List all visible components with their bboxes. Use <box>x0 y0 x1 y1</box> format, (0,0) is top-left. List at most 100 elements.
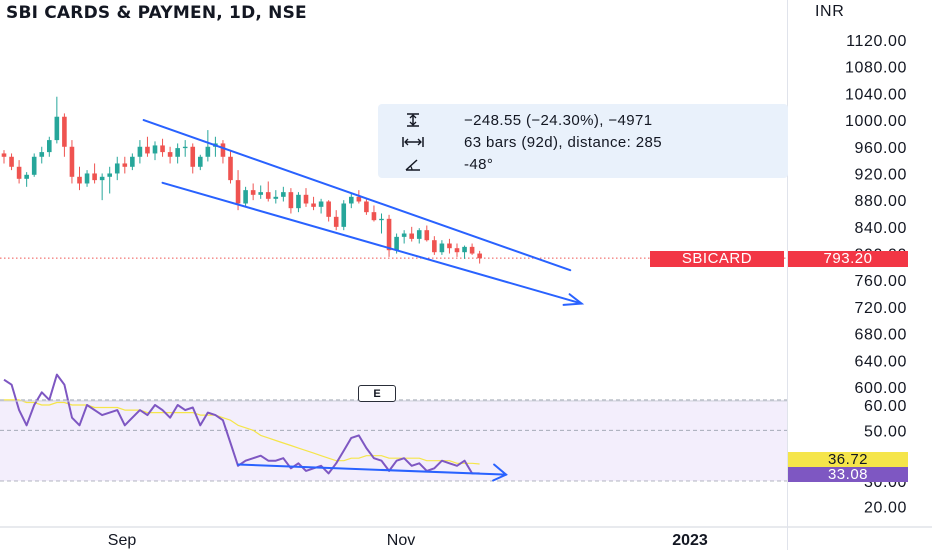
time-tick-label: Nov <box>387 532 415 549</box>
chart-title: SBI CARDS & PAYMEN, 1D, NSE <box>6 3 307 23</box>
candle-body <box>288 192 294 209</box>
tooltip-price-change: −248.55 (−24.30%), −4971 <box>464 111 653 129</box>
price-tick-label: 960.00 <box>854 140 907 157</box>
candle-body <box>198 156 203 167</box>
candle-body <box>454 248 460 253</box>
candle-body <box>39 152 45 157</box>
candle-body <box>228 156 233 181</box>
rsi-pane[interactable] <box>0 373 787 482</box>
candle <box>303 188 309 207</box>
candle <box>424 225 430 242</box>
candle-body <box>24 174 29 179</box>
candle-body <box>250 190 256 195</box>
price-tick-label: 600.00 <box>854 380 907 397</box>
candle <box>281 186 286 202</box>
candle <box>1 150 7 164</box>
rsi-line <box>3 373 480 475</box>
candle <box>152 141 158 161</box>
candle <box>198 154 203 171</box>
last-price-badge: 793.20 <box>788 251 908 267</box>
candle-body <box>31 156 37 175</box>
candle <box>54 96 60 144</box>
candle <box>326 200 331 222</box>
candle-body <box>379 218 384 221</box>
candle <box>130 153 135 171</box>
candle <box>107 166 112 194</box>
candle-body <box>296 194 301 209</box>
candle <box>454 243 460 257</box>
candle <box>250 183 256 201</box>
candle-body <box>318 201 324 207</box>
candle <box>288 188 294 214</box>
candle <box>477 250 482 264</box>
candle-body <box>152 145 158 154</box>
rsi-tick-label: 50.00 <box>864 423 907 440</box>
price-tick-label: 1080.00 <box>845 60 907 77</box>
candle-body <box>84 173 90 184</box>
candle-body <box>265 192 271 199</box>
candle-body <box>386 218 392 251</box>
price-tick-label: 920.00 <box>854 166 907 183</box>
candle <box>175 143 180 164</box>
candle <box>160 138 165 157</box>
candle-body <box>341 203 347 227</box>
candle <box>9 153 14 171</box>
candle-body <box>273 196 279 199</box>
candle <box>31 153 37 177</box>
price-pane[interactable] <box>0 96 787 306</box>
candle <box>439 240 445 255</box>
candle <box>39 146 45 164</box>
price-axis-unit: INR <box>815 3 844 20</box>
price-range-icon <box>400 113 426 127</box>
candle <box>24 172 29 187</box>
candle-body <box>99 176 105 181</box>
candle <box>114 156 120 181</box>
candle <box>341 200 347 231</box>
tooltip-price-row: −248.55 (−24.30%), −4971 <box>378 109 653 131</box>
tooltip-angle: -48° <box>464 155 494 173</box>
candle <box>371 205 377 222</box>
price-tick-label: 840.00 <box>854 220 907 237</box>
candle-body <box>182 146 188 149</box>
measure-tooltip: −248.55 (−24.30%), −4971 63 bars (92d), … <box>378 104 788 178</box>
price-tick-label: 720.00 <box>854 300 907 317</box>
rsi-band <box>0 399 787 481</box>
candle-body <box>477 253 482 259</box>
candle-body <box>432 240 437 253</box>
candle <box>379 213 384 234</box>
indicator-collapse-button[interactable]: E <box>358 385 396 402</box>
candle-body <box>439 243 445 253</box>
candle-body <box>371 212 377 221</box>
candle-body <box>424 230 430 241</box>
candle <box>235 170 241 211</box>
upper-trendline <box>142 119 572 272</box>
candle <box>182 140 188 157</box>
date-range-icon <box>400 136 426 148</box>
candle-body <box>243 190 248 204</box>
candle <box>432 236 437 255</box>
candle <box>145 136 150 157</box>
candle <box>462 245 467 259</box>
candle-body <box>447 243 452 249</box>
candle <box>84 170 90 187</box>
rsi-tick-label: 60.00 <box>864 398 907 415</box>
candle-body <box>122 163 128 167</box>
candle-body <box>9 156 14 167</box>
candle <box>205 130 211 162</box>
candle-body <box>175 148 180 157</box>
rsi-badge: 33.08 <box>788 467 908 483</box>
price-tick-label: 1120.00 <box>846 33 907 50</box>
candle-body <box>69 146 75 177</box>
angle-icon <box>400 157 426 171</box>
candle <box>228 150 233 184</box>
candle-body <box>77 176 82 184</box>
price-tick-label: 680.00 <box>854 327 907 344</box>
candle-body <box>107 173 112 177</box>
candle-body <box>92 173 97 181</box>
candle <box>409 226 414 242</box>
price-tick-label: 1040.00 <box>845 86 907 103</box>
tooltip-bars-distance: 63 bars (92d), distance: 285 <box>464 133 662 151</box>
rsi-ma-badge: 36.72 <box>788 452 908 468</box>
candle <box>401 230 407 244</box>
